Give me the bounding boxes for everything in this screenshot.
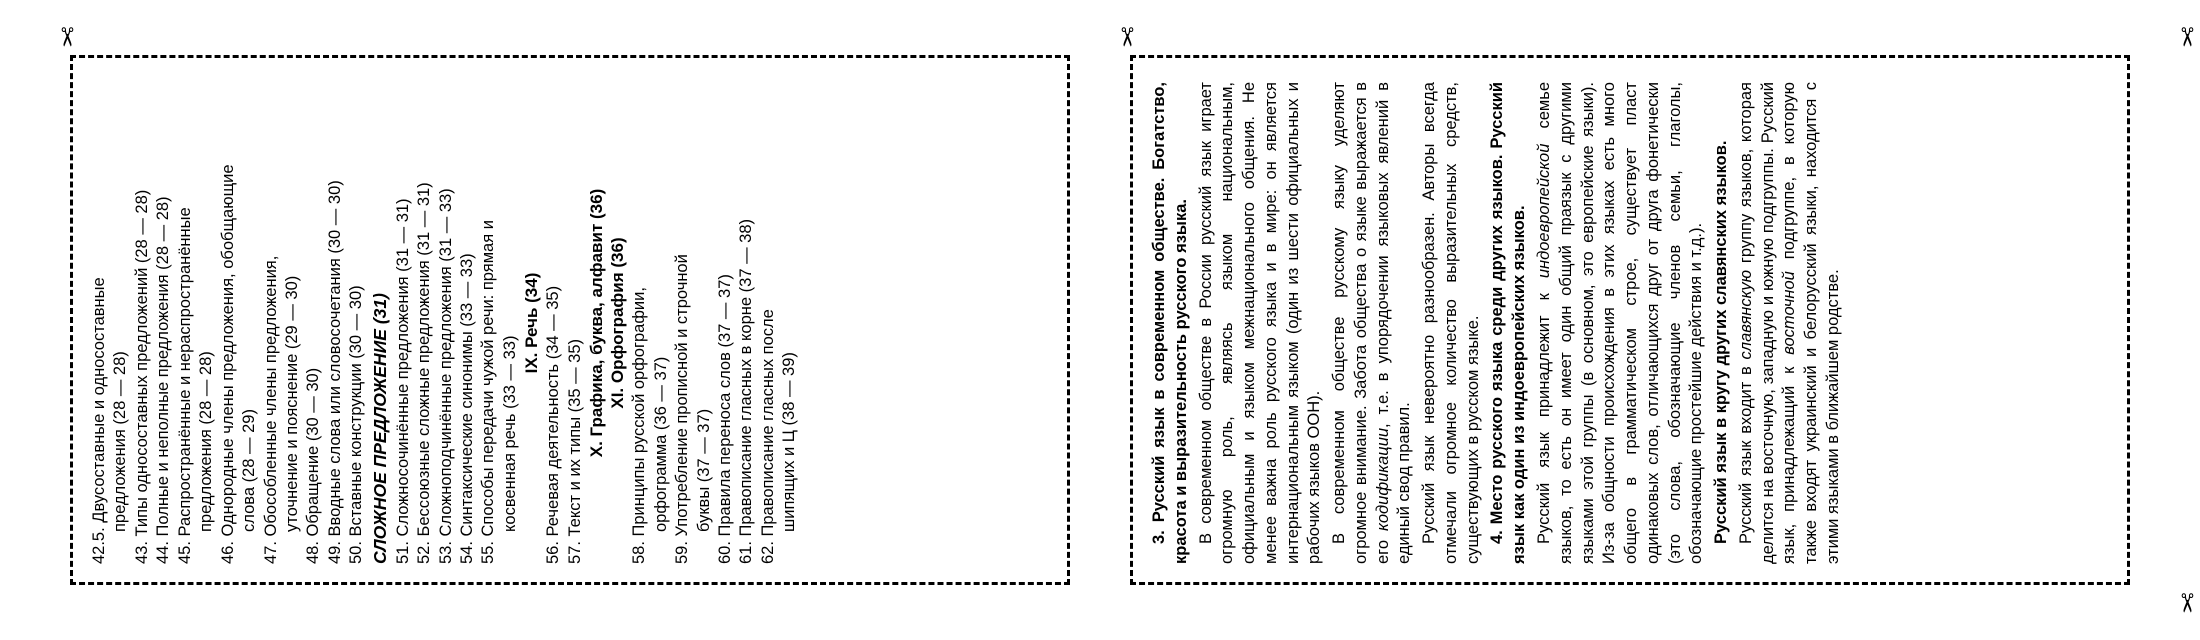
heading: Русский язык в кругу других славянских я…: [1711, 82, 1733, 564]
toc-line: 49. Вводные слова или словосочетания (30…: [325, 82, 346, 564]
toc-line: 60. Правила переноса слов (37 — 37): [715, 82, 736, 564]
toc-line: 45. Распространённые и нераспространённы…: [175, 82, 196, 564]
toc-line: 56. Речевая деятельность (34 — 35): [543, 82, 564, 564]
toc-line: шипящих и Ц (38 — 39): [779, 82, 800, 564]
toc-line: 54. Синтаксические синонимы (33 — 33): [457, 82, 478, 564]
toc-line: предложения (28 — 28): [196, 82, 217, 564]
toc-line: предложения (28 — 28): [110, 82, 131, 564]
toc-line: 53. Сложноподчинённые предложения (31 — …: [436, 82, 457, 564]
section-heading: XI. Орфография (36): [608, 82, 628, 564]
section-heading: СЛОЖНОЕ ПРЕДЛОЖЕНИЕ (31): [370, 82, 391, 564]
toc-line: 43. Типы односоставных предложений (28 —…: [132, 82, 153, 564]
toc-line: 61. Правописание гласных в корне (37 — 3…: [736, 82, 757, 564]
toc-line: 62. Правописание гласных после: [758, 82, 779, 564]
heading: 4. Место русского языка среди других язы…: [1487, 82, 1531, 564]
paragraph: Русский язык невероятно разнообразен. Ав…: [1419, 82, 1484, 564]
toc-line: 52. Бессоюзные сложные предложения (31 —…: [414, 82, 435, 564]
toc-line: 42.5. Двусоставные и односоставные: [89, 82, 110, 564]
toc-line: 46. Однородные члены предложения, обобща…: [218, 82, 239, 564]
paragraph: Русский язык входит в славянскую группу …: [1736, 82, 1845, 564]
toc-line: слова (28 — 29): [239, 82, 260, 564]
right-page: 3. Русский язык в современном обществе. …: [1130, 55, 2130, 585]
toc-line: 50. Вставные конструкции (30 — 30): [346, 82, 367, 564]
heading: 3. Русский язык в современном обществе. …: [1149, 82, 1193, 564]
toc-line: 58. Принципы русской орфографии,: [629, 82, 650, 564]
section-heading: X. Графика, буква, алфавит (36): [587, 82, 607, 564]
toc-line: 57. Текст и их типы (35 — 35): [565, 82, 586, 564]
toc-line: 59. Употребление прописной и строчной: [672, 82, 693, 564]
scissor-icon: ✂: [1114, 26, 1140, 48]
toc-line: косвенная речь (33 — 33): [500, 82, 521, 564]
scissor-icon: ✂: [54, 26, 80, 48]
paragraph: В современном обществе русскому языку уд…: [1329, 82, 1416, 564]
scissor-icon: ✂: [2174, 592, 2200, 614]
toc-line: 55. Способы передачи чужой речи: прямая …: [478, 82, 499, 564]
paragraph: Русский язык принадлежит к индоевропейск…: [1534, 82, 1708, 564]
toc-line: буквы (37 — 37): [694, 82, 715, 564]
left-page-content: 42.5. Двусоставные и односоставныепредло…: [73, 58, 1073, 588]
left-page: 42.5. Двусоставные и односоставныепредло…: [70, 55, 1070, 585]
section-heading: IX. Речь (34): [522, 82, 542, 564]
toc-line: 48. Обращение (30 — 30): [303, 82, 324, 564]
toc-line: 47. Обособленные члены предложения,: [261, 82, 282, 564]
paragraph: В современном обществе в России русский …: [1196, 82, 1327, 564]
right-page-content: 3. Русский язык в современном обществе. …: [1133, 58, 2133, 588]
toc-line: орфограмма (36 — 37): [651, 82, 672, 564]
toc-line: 51. Сложносочинённые предложения (31 — 3…: [393, 82, 414, 564]
scissor-icon: ✂: [2174, 26, 2200, 48]
toc-line: уточнение и пояснение (29 — 30): [282, 82, 303, 564]
toc-line: 44. Полные и неполные предложения (28 — …: [153, 82, 174, 564]
